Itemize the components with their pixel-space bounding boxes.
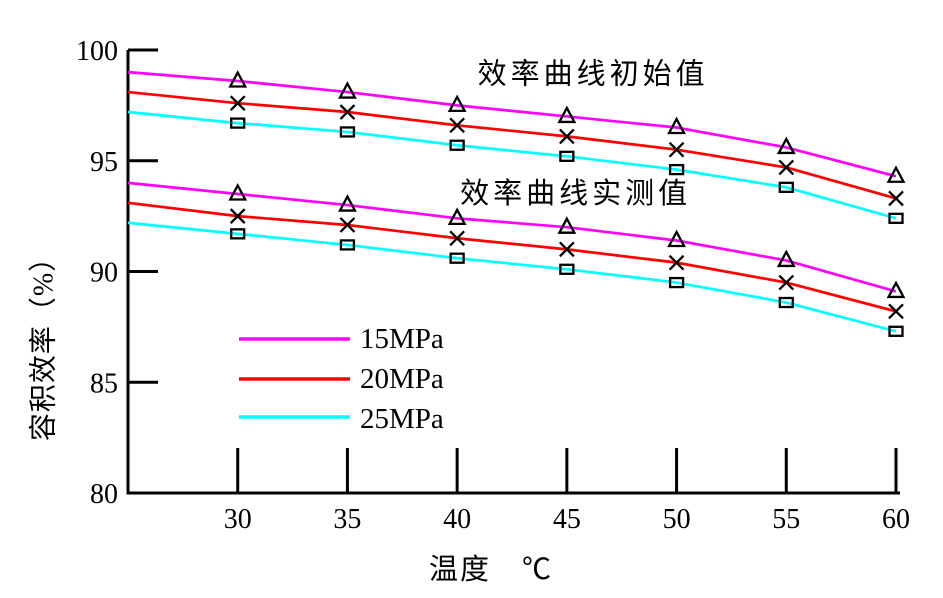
square-marker — [778, 296, 794, 309]
triangle-marker — [776, 249, 796, 268]
x-tick-label: 55 — [772, 504, 800, 535]
curve-group2-20mpa — [127, 201, 897, 313]
x-marker — [559, 241, 575, 258]
x-marker — [449, 230, 465, 247]
x-axis-title: 温度 ℃ — [429, 553, 553, 586]
legend-label-25mpa: 25MPa — [360, 403, 444, 435]
x-marker — [888, 190, 904, 207]
x-marker — [888, 303, 904, 320]
curve-group1-20mpa — [127, 90, 897, 200]
triangle-marker — [776, 136, 796, 155]
x-marker — [668, 141, 685, 158]
x-marker — [229, 208, 246, 224]
x-marker-stroke — [778, 159, 795, 176]
x-marker-stroke — [559, 128, 575, 145]
x-marker-stroke — [449, 230, 465, 247]
x-marker-stroke — [888, 190, 904, 207]
x-marker-stroke — [229, 208, 246, 224]
x-marker-stroke — [339, 217, 356, 233]
triangle-marker — [557, 216, 577, 234]
x-marker — [778, 159, 795, 176]
legend: 15MPa 20MPa 25MPa — [239, 323, 444, 435]
curve-group2-15mpa — [127, 181, 897, 293]
curve-group1-25mpa — [127, 110, 897, 220]
triangle-marker — [447, 94, 467, 113]
square-marker — [668, 163, 685, 176]
square-marker — [339, 126, 356, 138]
x-marker — [339, 217, 356, 233]
square-marker — [888, 325, 904, 337]
square-marker — [888, 212, 904, 224]
curve-group-label-2: 效率曲线实测值 — [460, 177, 691, 210]
x-marker-stroke — [668, 254, 685, 271]
square-marker — [559, 150, 575, 162]
square-marker — [339, 239, 356, 251]
x-marker-stroke — [778, 274, 795, 291]
square-marker — [230, 228, 246, 240]
x-marker — [778, 274, 795, 291]
x-tick-label: 40 — [443, 504, 471, 535]
curve-group2-25mpa — [127, 221, 897, 333]
curve-group-label-1: 效率曲线初始值 — [478, 57, 709, 90]
y-tick-label: 80 — [90, 479, 118, 510]
series — [127, 70, 906, 337]
x-marker-stroke — [668, 141, 685, 158]
triangle-marker — [228, 183, 248, 201]
triangle-marker — [338, 194, 357, 212]
y-tick-label: 85 — [90, 368, 118, 399]
triangle-marker — [667, 116, 686, 135]
x-marker-stroke — [229, 95, 246, 111]
axis-spine — [126, 50, 900, 495]
x-marker — [229, 95, 246, 111]
y-axis-title: 容积效率（%） — [28, 243, 60, 441]
legend-label-20mpa: 20MPa — [360, 363, 444, 395]
x-marker — [449, 117, 465, 134]
x-tick-label: 60 — [882, 504, 910, 535]
legend-label-15mpa: 15MPa — [360, 323, 444, 355]
y-tick-label: 90 — [90, 258, 118, 289]
axes: 100 95 90 85 80 30 35 40 45 50 55 60 — [76, 36, 910, 535]
x-marker-stroke — [888, 303, 904, 320]
triangle-marker — [886, 165, 906, 183]
square-marker — [449, 139, 465, 151]
triangle-marker — [338, 81, 357, 99]
x-marker — [668, 254, 685, 271]
x-marker — [559, 128, 575, 145]
square-marker — [778, 181, 794, 193]
x-tick-label: 45 — [553, 504, 581, 535]
y-tick-label: 100 — [76, 36, 118, 67]
triangle-marker — [447, 207, 467, 225]
triangle-marker — [557, 105, 577, 124]
triangle-marker — [886, 280, 906, 299]
x-tick-label: 35 — [333, 504, 361, 535]
square-marker — [230, 117, 246, 129]
x-marker-stroke — [559, 241, 575, 258]
square-marker — [559, 263, 575, 275]
x-tick-label: 50 — [663, 504, 691, 535]
x-marker-stroke — [449, 117, 465, 134]
square-marker — [449, 252, 465, 264]
curve-group1-15mpa — [127, 70, 897, 178]
triangle-marker — [667, 229, 686, 248]
x-tick-label: 30 — [224, 504, 252, 535]
square-marker — [668, 276, 685, 289]
x-marker — [339, 104, 356, 120]
triangle-marker — [228, 70, 248, 88]
y-tick-label: 95 — [90, 147, 118, 178]
x-marker-stroke — [339, 104, 356, 120]
